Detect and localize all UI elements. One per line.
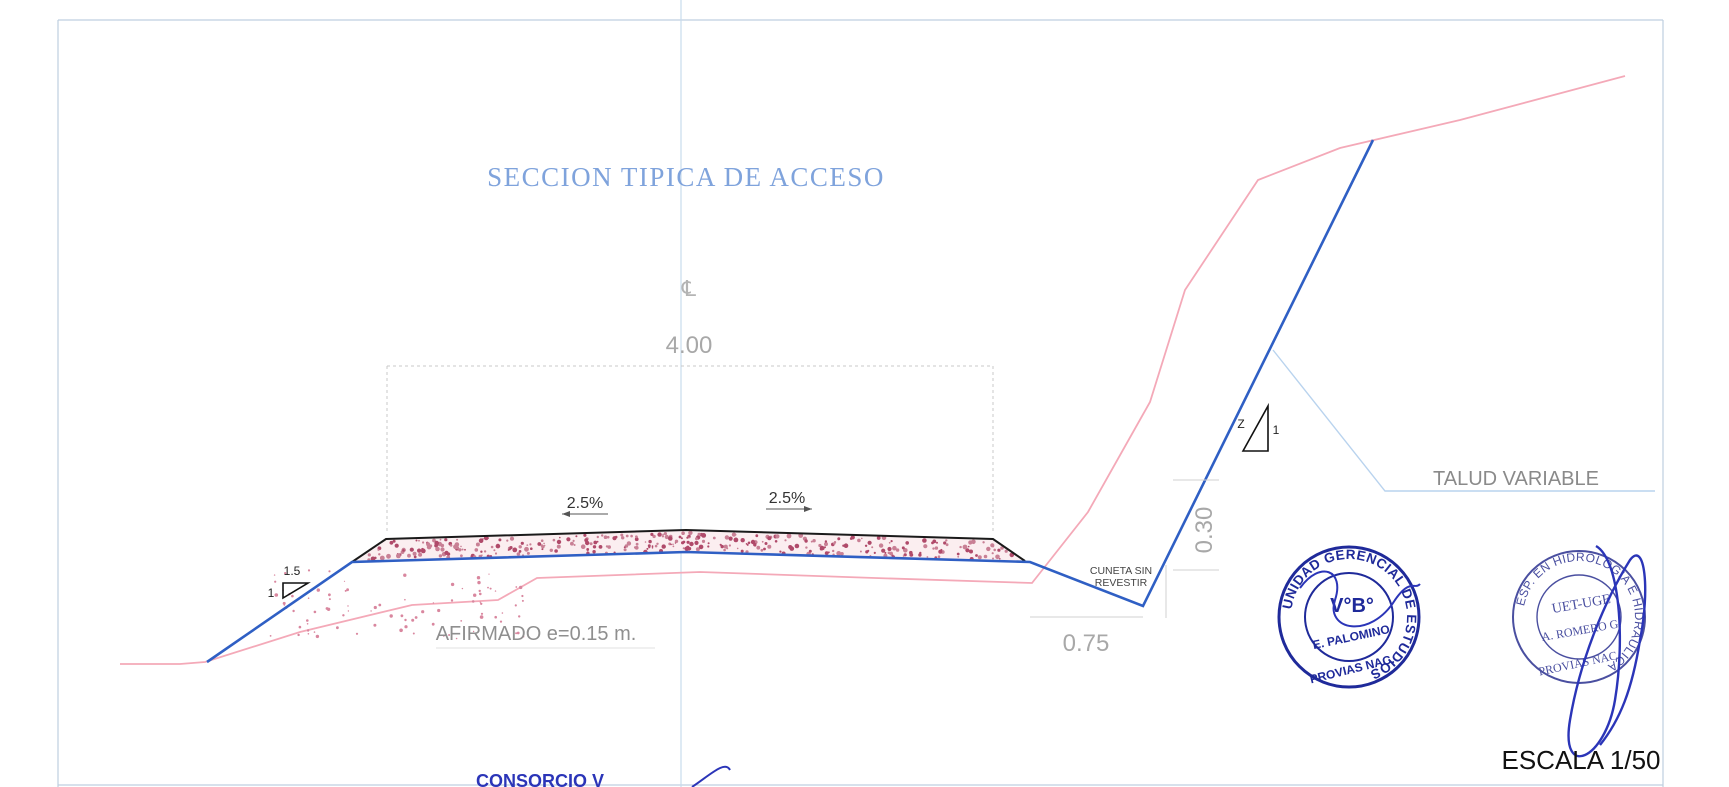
cut-slope-h: Z [1237, 417, 1244, 431]
fill-slope-v: 1 [268, 586, 275, 600]
signature-left [1299, 570, 1421, 628]
road-width-value: 4.00 [666, 332, 713, 359]
centerline-symbol: ℄ [681, 276, 697, 301]
pavement-surface [351, 528, 1026, 563]
natural-ground-line [120, 75, 1626, 665]
ditch-label-line2: REVESTIR [1095, 577, 1148, 589]
aggregate-hatching [269, 530, 1015, 640]
left-crossfall-value: 2.5% [567, 495, 603, 512]
consortium-stamp: CONSORCIO V [476, 771, 604, 787]
left-crossfall: 2.5% [562, 495, 608, 517]
road-width-dimension [386, 365, 994, 532]
pavement-label: AFIRMADO e=0.15 m. [436, 623, 637, 645]
cut-slope-leader [1272, 349, 1655, 492]
cut-slope-indicator: Z 1 [1237, 402, 1280, 452]
drawing-title: SECCION TIPICA DE ACCESO [487, 162, 885, 192]
stamp-right-bottom: PROVIAS NAC. [1537, 648, 1621, 679]
ditch-depth-value: 0.30 [1191, 507, 1218, 554]
cut-slope-label: TALUD VARIABLE [1433, 468, 1599, 490]
sheet-frame [57, 19, 1664, 787]
right-crossfall-value: 2.5% [769, 490, 805, 507]
ditch-dimensions [1030, 479, 1219, 618]
signature-right [1567, 544, 1647, 758]
consortium-signature [691, 765, 731, 787]
stamp-right-name: A. ROMERO G. [1540, 616, 1622, 644]
approval-stamp-left [1277, 545, 1421, 689]
cut-slope-v: 1 [1273, 423, 1280, 437]
right-crossfall: 2.5% [766, 490, 812, 512]
fill-slope-indicator: 1.5 1 [268, 564, 311, 600]
scale-label: ESCALA 1/50 [1502, 745, 1661, 775]
stamp-left-top: V°B° [1330, 595, 1374, 617]
fill-slope-h: 1.5 [284, 564, 301, 578]
ditch-width-value: 0.75 [1063, 630, 1110, 657]
design-profile-line [206, 139, 1375, 664]
ditch-label-line1: CUNETA SIN [1090, 565, 1152, 577]
